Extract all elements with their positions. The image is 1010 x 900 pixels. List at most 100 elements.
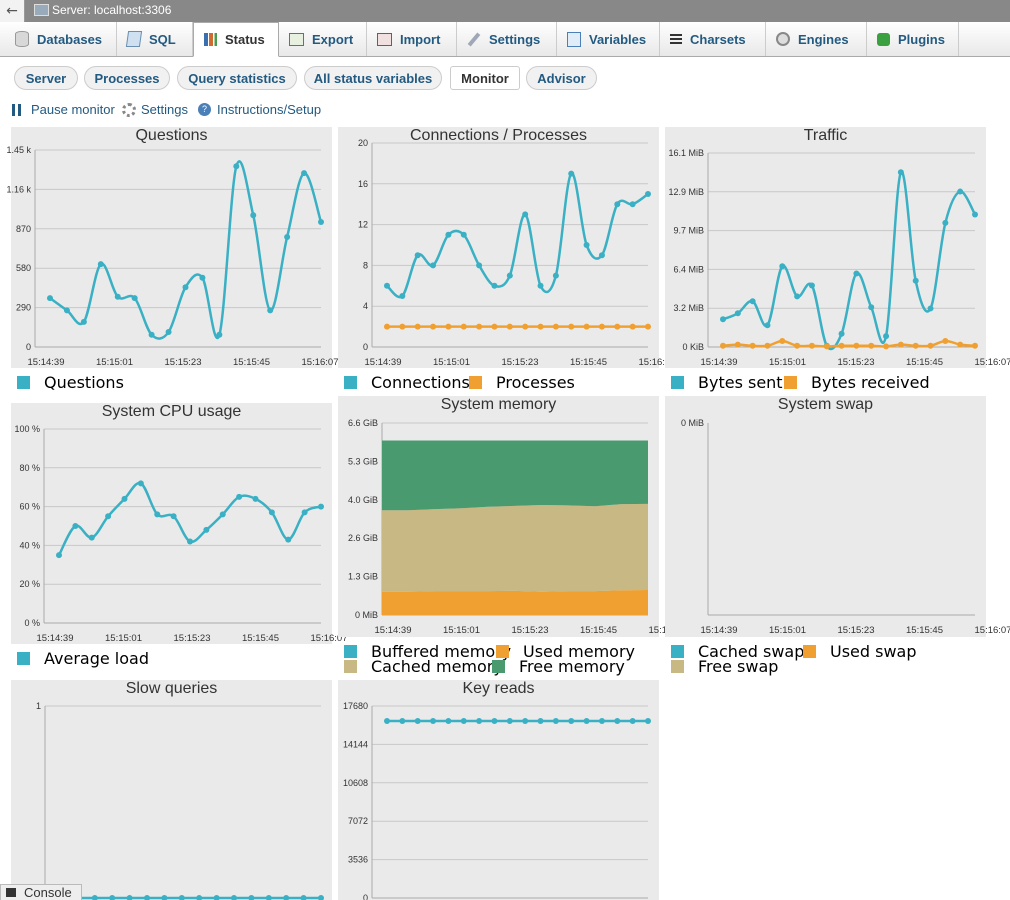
data-point: [203, 526, 210, 533]
y-tick-label: 1.45 k: [6, 145, 31, 155]
data-point: [97, 261, 104, 268]
subtab-query-statistics[interactable]: Query statistics: [177, 66, 297, 90]
y-tick-label: 17680: [343, 701, 368, 711]
data-point: [614, 717, 621, 724]
data-point: [552, 272, 559, 279]
subtab-all-status-variables[interactable]: All status variables: [304, 66, 442, 90]
chart-title: System CPU usage: [101, 403, 242, 420]
y-tick-label: 3536: [348, 855, 368, 865]
y-tick-label: 5.3 GiB: [348, 456, 378, 466]
subtab-server[interactable]: Server: [14, 66, 78, 90]
data-point: [430, 323, 437, 330]
tab-label: Import: [400, 31, 441, 47]
y-tick-label: 9.7 MiB: [673, 226, 704, 236]
data-point: [252, 495, 259, 502]
y-tick-label: 16.1 MiB: [668, 148, 704, 158]
tab-import[interactable]: Import: [367, 22, 457, 56]
data-point: [182, 284, 189, 291]
x-tick-label: 15:15:23: [512, 625, 549, 636]
legend-label: Used memory: [523, 642, 635, 661]
y-tick-label: 100 %: [14, 424, 40, 434]
instructions-setup-link[interactable]: ? Instructions/Setup: [198, 102, 321, 117]
y-tick-label: 1: [36, 701, 41, 711]
charsets-icon: [670, 33, 682, 45]
data-point: [187, 538, 193, 545]
data-point: [629, 323, 636, 330]
data-point: [552, 717, 559, 724]
data-point: [734, 310, 741, 317]
data-point: [137, 480, 144, 487]
y-tick-label: 4.0 GiB: [348, 495, 378, 505]
console-toggle[interactable]: Console: [0, 884, 82, 900]
data-point: [301, 170, 308, 177]
tab-plugins[interactable]: Plugins: [867, 22, 959, 56]
x-tick-label: 15:15:23: [165, 357, 202, 368]
data-point: [838, 342, 845, 349]
tab-charsets[interactable]: Charsets: [660, 22, 766, 56]
main-tabs: Databases SQL Status Export Import Settings Va…: [0, 22, 1010, 57]
data-point: [318, 503, 324, 510]
data-point: [645, 191, 651, 197]
tab-engines[interactable]: Engines: [766, 22, 867, 56]
console-icon: [6, 888, 16, 897]
data-point: [300, 895, 307, 900]
y-tick-label: 3.2 MiB: [673, 303, 704, 313]
tab-export[interactable]: Export: [279, 22, 367, 56]
series-processes: [384, 323, 651, 330]
legend-swatch: [671, 645, 684, 658]
x-tick-label: 15:16:07: [311, 633, 348, 644]
subtab-monitor[interactable]: Monitor: [450, 66, 520, 90]
legend-item: Cached swap: [671, 642, 804, 661]
tab-variables[interactable]: Variables: [557, 22, 660, 56]
tab-label: Plugins: [898, 31, 945, 47]
data-point: [645, 323, 651, 330]
puzzle-icon: [877, 32, 890, 46]
data-point: [568, 717, 575, 724]
tab-settings[interactable]: Settings: [457, 22, 557, 56]
data-point: [301, 509, 308, 516]
server-icon: [34, 4, 49, 16]
legend-label: Cached swap: [698, 642, 805, 661]
chart-title: Connections / Processes: [410, 127, 587, 144]
data-point: [598, 323, 605, 330]
legend-label: Questions: [44, 373, 124, 392]
data-point: [838, 330, 845, 337]
tab-databases[interactable]: Databases: [5, 22, 117, 56]
data-point: [583, 323, 590, 330]
legend-item: Connections: [344, 373, 470, 392]
data-point: [265, 895, 272, 900]
data-point: [568, 170, 575, 177]
settings-link[interactable]: Settings: [122, 102, 188, 117]
subtab-processes[interactable]: Processes: [84, 66, 170, 90]
legend-swatch: [17, 376, 30, 389]
tab-sql[interactable]: SQL: [117, 22, 193, 56]
tab-status[interactable]: Status: [193, 22, 279, 57]
database-icon: [15, 31, 29, 47]
data-point: [384, 282, 390, 289]
data-point: [384, 323, 390, 330]
window-title: Server: localhost:3306: [52, 3, 172, 17]
y-tick-label: 6.6 GiB: [348, 418, 378, 428]
engines-icon: [776, 32, 790, 46]
legend-swatch: [496, 645, 509, 658]
x-tick-label: 15:15:23: [174, 633, 211, 644]
chart-background: [11, 403, 332, 644]
chart-questions: 0 290 580 870 1.16 k 1.45 k 15:14:39 15:15:01 15…: [6, 127, 338, 368]
data-point: [148, 331, 155, 338]
data-point: [399, 717, 406, 724]
data-point: [794, 342, 801, 349]
data-point: [131, 295, 138, 302]
data-point: [72, 523, 79, 529]
chart-memory: 0 MiB 1.3 GiB 2.6 GiB 4.0 GiB 5.3 GiB 6.6 GiB…: [338, 396, 685, 637]
data-point: [178, 895, 185, 900]
pause-monitor-link[interactable]: Pause monitor: [12, 102, 115, 117]
chart-title: System memory: [440, 396, 557, 413]
subtab-advisor[interactable]: Advisor: [526, 66, 597, 90]
tab-label: Charsets: [690, 31, 746, 47]
back-arrow-icon[interactable]: ←: [0, 0, 25, 22]
data-point: [105, 513, 112, 520]
data-point: [491, 323, 498, 330]
data-point: [583, 242, 590, 248]
x-tick-label: 15:14:39: [701, 625, 738, 636]
